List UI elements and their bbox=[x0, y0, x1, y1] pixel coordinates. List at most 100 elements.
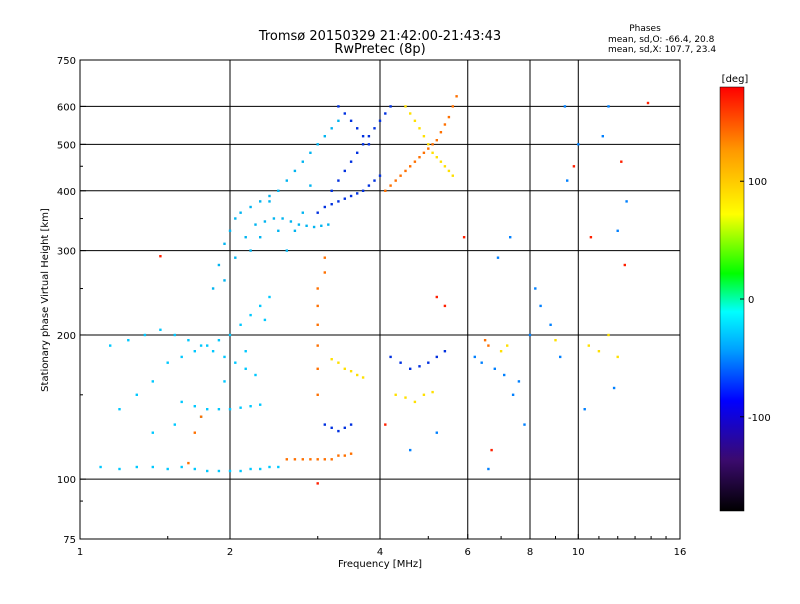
data-point bbox=[435, 139, 438, 142]
data-point bbox=[435, 431, 438, 434]
data-point bbox=[206, 408, 209, 411]
data-point bbox=[455, 95, 458, 98]
data-point bbox=[523, 423, 526, 426]
y-tick-label: 400 bbox=[57, 187, 76, 198]
data-point bbox=[206, 344, 209, 347]
data-point bbox=[217, 469, 221, 473]
data-point bbox=[323, 135, 326, 138]
data-point bbox=[249, 467, 252, 471]
chart-title: Tromsø 20150329 21:42:00-21:43:43 bbox=[258, 29, 501, 44]
data-point bbox=[211, 350, 215, 353]
data-point bbox=[268, 465, 271, 469]
data-point bbox=[356, 373, 359, 377]
data-point bbox=[323, 458, 326, 461]
data-point bbox=[337, 454, 340, 457]
data-point bbox=[316, 323, 319, 326]
data-point bbox=[272, 217, 276, 220]
data-point bbox=[297, 223, 301, 226]
data-point bbox=[173, 333, 176, 337]
data-point bbox=[301, 458, 304, 461]
data-point bbox=[330, 189, 333, 192]
data-point bbox=[320, 224, 323, 227]
data-point bbox=[268, 194, 271, 198]
data-point bbox=[135, 393, 138, 396]
data-point bbox=[583, 408, 586, 411]
data-point bbox=[285, 179, 288, 182]
data-point bbox=[217, 339, 221, 342]
data-point bbox=[223, 355, 226, 359]
data-point bbox=[323, 256, 326, 259]
data-point bbox=[435, 295, 438, 299]
data-point bbox=[323, 271, 326, 274]
data-point bbox=[159, 328, 162, 331]
stats-line-o: mean, sd,O: -66.4, 20.8 bbox=[608, 35, 715, 45]
data-point bbox=[228, 229, 232, 232]
data-point bbox=[151, 380, 154, 383]
data-point bbox=[285, 249, 288, 252]
data-point bbox=[418, 156, 421, 159]
data-point bbox=[409, 448, 412, 452]
data-point bbox=[337, 105, 340, 108]
data-point bbox=[443, 165, 447, 168]
data-point bbox=[384, 423, 387, 426]
data-point bbox=[316, 393, 319, 396]
data-point bbox=[263, 318, 267, 322]
data-point bbox=[293, 229, 297, 232]
data-point bbox=[517, 380, 521, 383]
data-point bbox=[316, 143, 319, 146]
data-point bbox=[607, 105, 610, 108]
data-point bbox=[399, 361, 402, 364]
data-point bbox=[343, 454, 346, 457]
data-point bbox=[223, 242, 226, 245]
data-point bbox=[268, 295, 271, 299]
data-point bbox=[389, 184, 392, 187]
y-tick-label: 75 bbox=[63, 535, 76, 546]
data-point bbox=[343, 169, 346, 173]
data-point bbox=[244, 350, 247, 353]
data-point bbox=[587, 344, 590, 347]
data-point bbox=[316, 211, 319, 214]
data-point bbox=[427, 143, 430, 146]
data-point bbox=[451, 105, 454, 108]
data-point bbox=[443, 350, 447, 353]
data-point bbox=[309, 151, 312, 154]
data-point bbox=[394, 179, 397, 182]
data-point bbox=[367, 143, 371, 146]
y-tick-label: 200 bbox=[57, 331, 76, 342]
data-point bbox=[549, 323, 552, 326]
data-point bbox=[118, 408, 121, 411]
data-point bbox=[349, 160, 353, 163]
data-point bbox=[394, 393, 397, 396]
data-point bbox=[337, 429, 340, 433]
data-point bbox=[443, 304, 447, 308]
data-point bbox=[422, 135, 426, 138]
data-point bbox=[361, 189, 365, 192]
data-point bbox=[409, 367, 412, 370]
data-point bbox=[180, 400, 183, 404]
data-point bbox=[427, 147, 430, 150]
data-point bbox=[281, 217, 284, 220]
data-point bbox=[166, 361, 169, 364]
data-point bbox=[118, 467, 121, 471]
data-point bbox=[367, 135, 371, 138]
data-point bbox=[367, 184, 371, 187]
data-point bbox=[277, 465, 280, 469]
data-point bbox=[597, 350, 601, 353]
data-point bbox=[384, 189, 387, 192]
data-point bbox=[249, 313, 252, 317]
y-axis-ticks: 75 100 200 300 400 500 600 750 bbox=[57, 56, 86, 546]
y-tick-label: 750 bbox=[57, 56, 76, 67]
data-point bbox=[337, 200, 340, 203]
colorbar-tick-label: 0 bbox=[748, 295, 754, 306]
data-point bbox=[217, 408, 221, 411]
y-tick-label: 100 bbox=[57, 475, 76, 486]
data-point bbox=[109, 344, 112, 347]
y-axis-label: Stationary phase Virtual Height [km] bbox=[40, 208, 51, 392]
data-point bbox=[473, 355, 476, 359]
data-point bbox=[309, 458, 312, 461]
x-axis-label: Frequency [MHz] bbox=[338, 559, 422, 570]
data-point bbox=[330, 458, 333, 461]
data-point bbox=[487, 467, 490, 471]
data-point bbox=[389, 355, 392, 359]
